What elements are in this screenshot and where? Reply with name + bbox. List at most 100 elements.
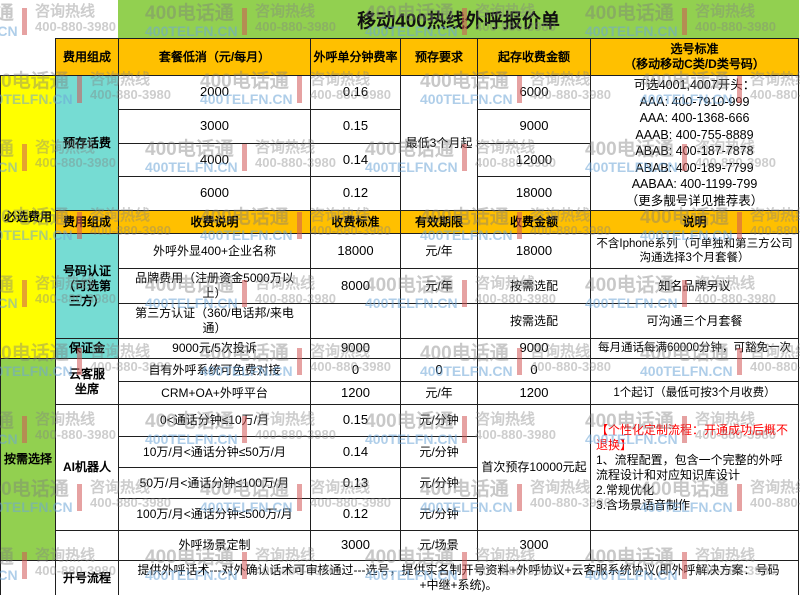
auth-note-0: 不含Iphone系列（可单独和第三方公司沟通选择3个月套餐） bbox=[590, 233, 799, 269]
scene-unit: 元/场景 bbox=[400, 530, 478, 561]
h1-monthly-minimum: 套餐低消（元/每月） bbox=[118, 38, 311, 76]
scene-note-empty bbox=[590, 530, 799, 561]
auth-standard-2 bbox=[310, 303, 401, 339]
h2-note: 说明 bbox=[590, 210, 799, 234]
ai-unit-0: 元/分钟 bbox=[400, 404, 478, 437]
ai-unit-3: 元/分钟 bbox=[400, 498, 478, 531]
cat-prepaid: 预存话费 bbox=[55, 75, 119, 211]
cat-deposit: 保证金 bbox=[55, 338, 119, 359]
number-list-line: （更多靓号详见推荐表） bbox=[625, 193, 764, 208]
prepaid-rate-3: 0.12 bbox=[310, 176, 401, 211]
cloud-note-0 bbox=[590, 358, 799, 382]
deposit-standard: 9000 bbox=[310, 338, 401, 359]
h1-prepay-requirement: 预存要求 bbox=[400, 38, 478, 76]
deposit-note: 每月通话每满60000分钟，可豁免一次 bbox=[590, 338, 799, 359]
ai-note-red: 【个性化定制流程：开通成功后概不退换】 bbox=[596, 422, 789, 452]
ai-unit-1: 元/分钟 bbox=[400, 436, 478, 468]
number-list-line: AAA: 400-1368-666 bbox=[639, 111, 750, 125]
number-list-line: AAA: 400-7910-999 bbox=[639, 94, 750, 109]
prepaid-deposit-1: 9000 bbox=[477, 109, 591, 144]
number-list-line: AABAA: 400-1199-799 bbox=[631, 177, 758, 191]
number-list-line: ABAB: 400-189-7799 bbox=[635, 160, 754, 175]
auth-amount-2: 按需选配 bbox=[477, 303, 591, 339]
prepaid-monthly-2: 4000 bbox=[118, 143, 311, 177]
prepaid-deposit-3: 18000 bbox=[477, 176, 591, 211]
group-empty-cell bbox=[0, 560, 56, 595]
cloud-note-1: 1个起订（最低可按3个月收费） bbox=[590, 381, 799, 405]
cat-ai-robot: AI机器人 bbox=[55, 404, 119, 531]
ai-prepay: 首次预存10000元起 bbox=[477, 404, 591, 531]
number-list-line: ABAB: 400-187-7878 bbox=[635, 144, 754, 158]
h2-charge-desc: 收费说明 bbox=[118, 210, 311, 234]
auth-standard-1: 8000 bbox=[310, 268, 401, 304]
cloud-period-1: 元/年 bbox=[400, 381, 478, 405]
cloud-period-0: 0 bbox=[400, 358, 478, 382]
auth-note-1: 知名品牌另议 bbox=[590, 268, 799, 304]
prepaid-deposit-0: 6000 bbox=[477, 75, 591, 110]
prepaid-rate-2: 0.14 bbox=[310, 143, 401, 177]
cat-cloud-seat: 云客服坐席 bbox=[55, 358, 119, 405]
number-list: 可选4001,4007开头： AAA: 400-7910-999 AAA: 40… bbox=[590, 75, 799, 211]
ai-desc-1: 10万/月<通话分钟≤50万/月 bbox=[118, 436, 311, 468]
ai-note-line: 2.常规优化 bbox=[596, 482, 655, 497]
h1-number-selection-line1: 选号标准 bbox=[670, 42, 719, 56]
h1-number-selection: 选号标准 （移动移动C类/D类号码） bbox=[590, 38, 799, 76]
prepaid-rate-0: 0.16 bbox=[310, 75, 401, 110]
ai-note-line: 1、流程配置，包含一个完整的外呼流程设计和对应知识库设计 bbox=[596, 452, 783, 482]
scene-desc: 外呼场景定制 bbox=[118, 530, 311, 561]
cloud-standard-0: 0 bbox=[310, 358, 401, 382]
ai-rate-2: 0.13 bbox=[310, 467, 401, 499]
ai-note-line: 3.含场景语音制作 bbox=[596, 497, 691, 512]
h2-validity: 有效期限 bbox=[400, 210, 478, 234]
title-bar: 移动400热线外呼报价单 bbox=[118, 0, 799, 38]
auth-desc-1: 品牌费用（注册资金5000万以上） bbox=[118, 268, 311, 304]
h2-fee-composition: 费用组成 bbox=[55, 210, 119, 234]
h1-number-selection-line2: （移动移动C类/D类号码） bbox=[624, 57, 765, 71]
h1-per-minute-rate: 外呼单分钟费率 bbox=[310, 38, 401, 76]
ai-rate-3: 0.12 bbox=[310, 498, 401, 531]
page-title: 移动400热线外呼报价单 bbox=[357, 10, 560, 32]
prepaid-monthly-3: 6000 bbox=[118, 176, 311, 211]
group-required: 必选费用 bbox=[0, 75, 56, 359]
deposit-desc: 9000元/5次投诉 bbox=[118, 338, 311, 359]
cat-opening: 开号流程 bbox=[55, 560, 119, 595]
h1-initial-amount: 起存收费金额 bbox=[477, 38, 591, 76]
opening-desc: 提供外呼话术---对外确认话术可审核通过---选号，提供实名制开号资料+外呼协议… bbox=[118, 560, 799, 595]
deposit-period bbox=[400, 338, 478, 359]
auth-standard-0: 18000 bbox=[310, 233, 401, 269]
ai-unit-2: 元/分钟 bbox=[400, 467, 478, 499]
cloud-desc-1: CRM+OA+外呼平台 bbox=[118, 381, 311, 405]
scene-empty-cell bbox=[55, 530, 119, 561]
auth-amount-0: 18000 bbox=[477, 233, 591, 269]
auth-desc-0: 外呼外显400+企业名称 bbox=[118, 233, 311, 269]
ai-note: 【个性化定制流程：开通成功后概不退换】 1、流程配置，包含一个完整的外呼流程设计… bbox=[590, 404, 799, 531]
ai-rate-1: 0.14 bbox=[310, 436, 401, 468]
ai-rate-0: 0.15 bbox=[310, 404, 401, 437]
ai-desc-2: 50万/月<通话分钟≤100万/月 bbox=[118, 467, 311, 499]
cat-auth: 号码认证（可选第三方） bbox=[55, 233, 119, 339]
auth-period-2 bbox=[400, 303, 478, 339]
watermark-red-bar bbox=[21, 7, 27, 35]
scene-amount: 3000 bbox=[477, 530, 591, 561]
cloud-standard-1: 1200 bbox=[310, 381, 401, 405]
cloud-amount-1: 1200 bbox=[477, 381, 591, 405]
cloud-amount-0: 0 bbox=[477, 358, 591, 382]
prepaid-deposit-2: 12000 bbox=[477, 143, 591, 177]
auth-period-0: 元/年 bbox=[400, 233, 478, 269]
group-optional: 按需选择 bbox=[0, 358, 56, 561]
prepaid-monthly-0: 2000 bbox=[118, 75, 311, 110]
number-list-line: AAAB: 400-755-8889 bbox=[635, 127, 754, 142]
h1-fee-composition: 费用组成 bbox=[55, 38, 119, 76]
auth-amount-1: 按需选配 bbox=[477, 268, 591, 304]
auth-note-2: 可沟通三个月套餐 bbox=[590, 303, 799, 339]
prepaid-monthly-1: 3000 bbox=[118, 109, 311, 144]
number-list-line: 可选4001,4007开头： bbox=[633, 78, 756, 92]
auth-period-1: 元/年 bbox=[400, 268, 478, 304]
deposit-amount: 9000 bbox=[477, 338, 591, 359]
scene-standard: 3000 bbox=[310, 530, 401, 561]
ai-desc-0: 0<通话分钟≤10万/月 bbox=[118, 404, 311, 437]
prepaid-rate-1: 0.15 bbox=[310, 109, 401, 144]
